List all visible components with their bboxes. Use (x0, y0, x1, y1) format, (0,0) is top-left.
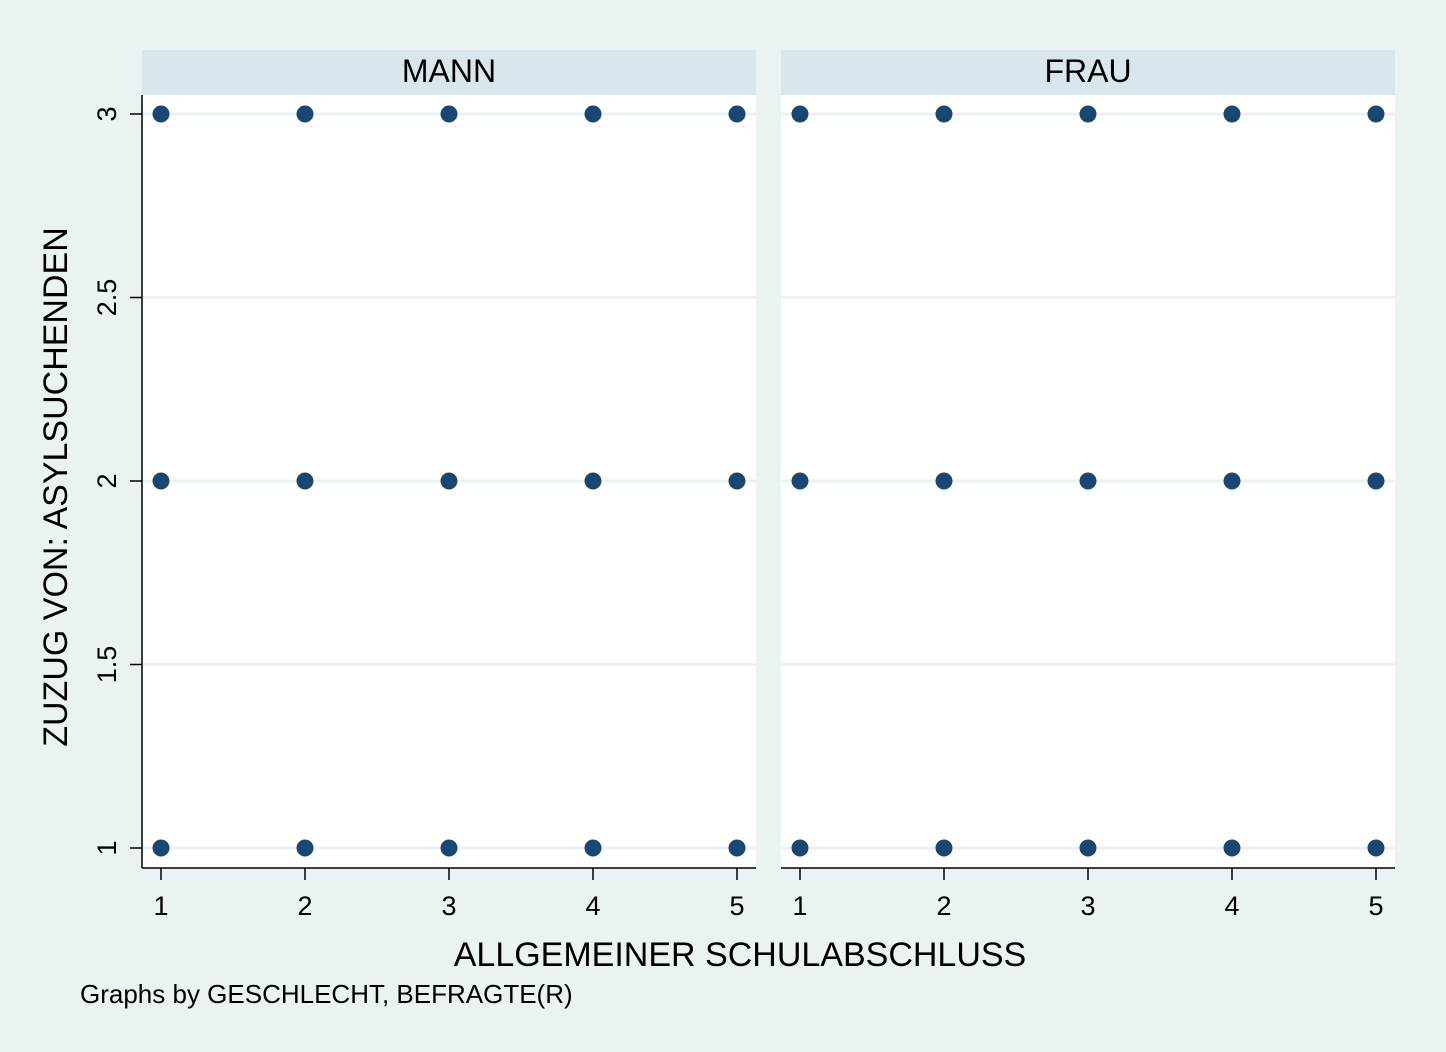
panel-header (781, 50, 1395, 95)
y-tick-label: 1 (92, 840, 122, 855)
panel-header (142, 50, 756, 95)
panel-frau: FRAU 1 2 3 4 5 (781, 50, 1395, 921)
x-tick-label: 5 (1368, 891, 1383, 921)
x-tick-label: 2 (297, 891, 312, 921)
y-axis-title: ZUZUG VON: ASYLSUCHENDEN (37, 227, 75, 747)
data-point (440, 839, 458, 857)
x-tick-label: 5 (729, 891, 744, 921)
panel-title: MANN (402, 53, 496, 89)
data-point (935, 839, 953, 857)
data-point (1223, 839, 1241, 857)
data-point (296, 472, 314, 490)
data-point (1079, 105, 1097, 123)
data-point (584, 472, 602, 490)
data-point (1079, 839, 1097, 857)
data-point (296, 839, 314, 857)
data-point (728, 472, 746, 490)
data-point (1367, 472, 1385, 490)
y-tick-label: 2.5 (92, 279, 122, 317)
data-point (296, 105, 314, 123)
panels-layer: MANN 1 1.5 2 2.5 3 1 2 3 4 5 FRAU 1 2 3 4 5 (92, 50, 1395, 921)
x-tick-label: 3 (1080, 891, 1095, 921)
data-point (1079, 472, 1097, 490)
y-tick-label: 3 (92, 106, 122, 121)
data-point (791, 839, 809, 857)
x-tick-label: 1 (153, 891, 168, 921)
x-tick-label: 4 (1224, 891, 1239, 921)
panel-mann: MANN 1 1.5 2 2.5 3 1 2 3 4 5 (92, 50, 756, 921)
data-point (1223, 472, 1241, 490)
data-point (584, 839, 602, 857)
panel-title: FRAU (1044, 53, 1131, 89)
y-tick-label: 1.5 (92, 646, 122, 684)
data-point (728, 105, 746, 123)
data-point (152, 839, 170, 857)
x-tick-label: 1 (792, 891, 807, 921)
data-point (935, 472, 953, 490)
data-point (1367, 839, 1385, 857)
data-point (728, 839, 746, 857)
x-tick-label: 4 (585, 891, 600, 921)
data-point (152, 105, 170, 123)
x-axis-title: ALLGEMEINER SCHULABSCHLUSS (454, 936, 1027, 974)
data-point (791, 105, 809, 123)
data-point (440, 105, 458, 123)
data-point (584, 105, 602, 123)
x-tick-label: 2 (936, 891, 951, 921)
graphs-by-note: Graphs by GESCHLECHT, BEFRAGTE(R) (80, 979, 573, 1009)
data-point (152, 472, 170, 490)
y-tick-label: 2 (92, 473, 122, 488)
data-point (1367, 105, 1385, 123)
x-tick-label: 3 (441, 891, 456, 921)
data-point (935, 105, 953, 123)
data-point (791, 472, 809, 490)
data-point (1223, 105, 1241, 123)
data-point (440, 472, 458, 490)
